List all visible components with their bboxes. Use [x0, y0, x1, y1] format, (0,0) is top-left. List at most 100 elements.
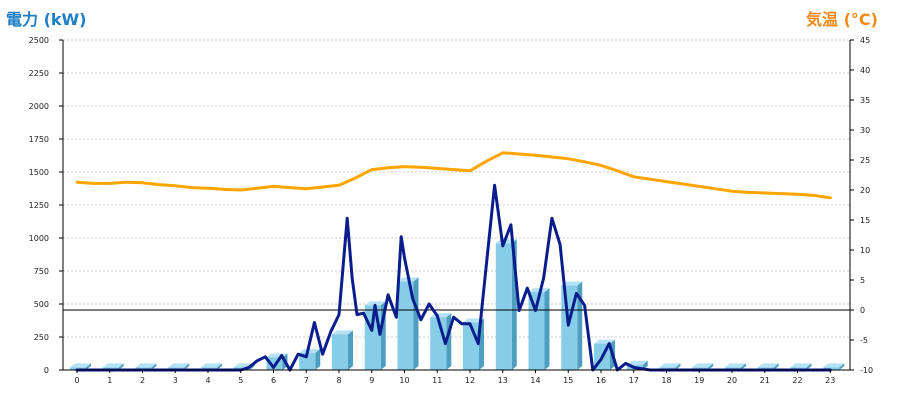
right-y-tick-label: 25: [860, 156, 870, 165]
x-tick-label: 17: [629, 376, 639, 385]
bar-side: [315, 348, 321, 370]
bar-top: [463, 318, 484, 323]
bar-top: [168, 363, 190, 368]
bar-top: [757, 363, 779, 368]
bar-top: [135, 363, 157, 368]
x-tick-label: 13: [498, 376, 508, 385]
left-y-tick-label: 2250: [29, 69, 49, 78]
x-tick-label: 8: [336, 376, 341, 385]
bar-side: [773, 363, 779, 370]
bar-side: [118, 363, 124, 370]
bar-side: [544, 288, 550, 370]
bar-side: [577, 281, 583, 370]
bar-top: [659, 363, 681, 368]
x-tick-label: 11: [432, 376, 442, 385]
right-y-tick-label: 45: [860, 36, 870, 45]
x-tick-label: 19: [694, 376, 704, 385]
grid-layer: [63, 39, 850, 338]
bar-top: [201, 363, 222, 368]
x-tick-label: 20: [727, 376, 737, 385]
axis-layer: 02505007501000125015001750200022502500-1…: [29, 36, 873, 385]
bar-top: [790, 363, 812, 368]
bar-side: [708, 363, 714, 370]
bar-layer: [70, 239, 845, 370]
bar: [299, 348, 321, 370]
right-y-tick-label: -10: [860, 366, 873, 375]
x-tick-label: 7: [304, 376, 309, 385]
left-y-tick-label: 1250: [29, 201, 49, 210]
right-y-tick-label: 15: [860, 216, 870, 225]
bar-top: [823, 363, 845, 368]
right-y-tick-label: 20: [860, 186, 870, 195]
x-tick-label: 22: [792, 376, 802, 385]
x-tick-label: 9: [369, 376, 374, 385]
bar-top: [299, 348, 321, 353]
x-tick-label: 14: [530, 376, 540, 385]
left-y-tick-label: 750: [34, 267, 49, 276]
bar-top: [692, 363, 714, 368]
left-y-tick-label: 500: [34, 300, 49, 309]
right-y-tick-label: 10: [860, 246, 870, 255]
bar-face: [332, 334, 348, 370]
bar-side: [413, 277, 419, 370]
right-y-tick-label: 30: [860, 126, 870, 135]
bar-top: [725, 363, 746, 368]
x-tick-label: 18: [661, 376, 671, 385]
bar: [528, 288, 550, 370]
x-tick-label: 1: [107, 376, 112, 385]
bar-side: [806, 363, 812, 370]
x-tick-label: 0: [74, 376, 79, 385]
bar-side: [151, 363, 157, 370]
right-y-tick-label: 0: [860, 306, 865, 315]
bar-side: [839, 363, 845, 370]
x-tick-label: 23: [825, 376, 835, 385]
bar-top: [332, 330, 353, 335]
right-axis-title: 気温 (°C): [806, 10, 878, 29]
bar-top: [528, 288, 550, 293]
x-tick-label: 2: [140, 376, 145, 385]
x-tick-label: 5: [238, 376, 243, 385]
left-axis-title: 電力 (kW): [6, 10, 87, 29]
bar: [430, 313, 452, 370]
bar-top: [561, 281, 583, 286]
left-y-tick-label: 0: [44, 366, 49, 375]
bar-side: [217, 363, 222, 370]
bar-side: [741, 363, 746, 370]
x-tick-label: 3: [173, 376, 178, 385]
left-y-tick-label: 2000: [29, 102, 49, 111]
right-y-tick-label: 40: [860, 66, 870, 75]
temperature-line: [75, 151, 832, 200]
left-y-tick-label: 2500: [29, 36, 49, 45]
bar-side: [184, 363, 190, 370]
bar-side: [86, 363, 91, 370]
left-y-tick-label: 1750: [29, 135, 49, 144]
x-tick-label: 15: [563, 376, 573, 385]
right-y-tick-label: -5: [860, 336, 868, 345]
bar-top: [102, 363, 124, 368]
bar-face: [495, 243, 512, 370]
x-tick-label: 21: [760, 376, 770, 385]
bar: [397, 277, 419, 370]
left-y-tick-label: 1500: [29, 168, 49, 177]
bar: [823, 363, 845, 370]
x-tick-label: 6: [271, 376, 276, 385]
power-line: [75, 183, 832, 372]
bar-top: [626, 360, 648, 365]
bar-face: [397, 281, 414, 370]
line-layer: [63, 151, 850, 372]
bar-side: [348, 330, 353, 370]
bar-top: [364, 301, 386, 306]
left-y-tick-label: 250: [34, 333, 49, 342]
bar-top: [70, 363, 91, 368]
right-y-tick-label: 35: [860, 96, 870, 105]
bar-face: [823, 367, 840, 370]
x-tick-label: 12: [465, 376, 475, 385]
right-y-tick-label: 5: [860, 276, 865, 285]
bar-face: [528, 292, 545, 370]
left-y-tick-label: 1000: [29, 234, 49, 243]
x-tick-label: 4: [205, 376, 210, 385]
x-tick-label: 10: [399, 376, 409, 385]
bar-side: [675, 363, 681, 370]
bar: [332, 330, 353, 370]
